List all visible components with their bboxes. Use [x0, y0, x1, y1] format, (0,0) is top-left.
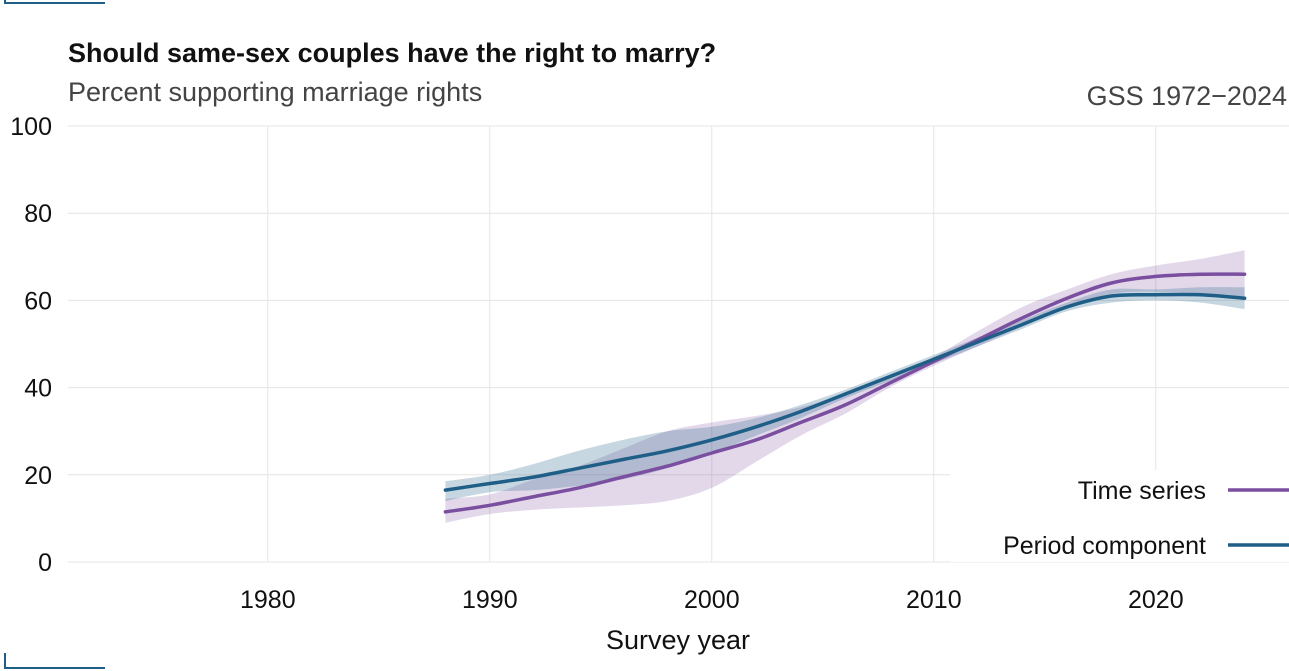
chart-subtitle: Percent supporting marriage rights	[68, 77, 482, 107]
legend: Time series Period component	[1003, 477, 1289, 560]
corner-mark-bottom-left	[4, 653, 105, 669]
x-tick-label: 1990	[462, 586, 518, 614]
y-tick-label: 100	[10, 113, 52, 141]
y-tick-label: 0	[38, 549, 52, 577]
line-time-series	[443, 272, 1247, 514]
legend-item-time-series: Time series	[1078, 477, 1289, 505]
gridlines	[68, 125, 1289, 563]
y-tick-label: 20	[24, 462, 52, 490]
y-tick-label: 60	[24, 287, 52, 315]
line-period-component	[443, 292, 1247, 492]
corner-mark-top-left	[4, 0, 105, 4]
chart-source-note: GSS 1972−2024	[1087, 81, 1287, 111]
x-tick-label: 2010	[906, 586, 962, 614]
y-tick-label: 40	[24, 375, 52, 403]
x-tick-label: 2020	[1128, 586, 1184, 614]
x-tick-label: 2000	[684, 586, 740, 614]
legend-label: Period component	[1003, 532, 1206, 560]
x-axis-ticks: 1980 1990 2000 2010 2020	[240, 586, 1184, 614]
legend-label: Time series	[1078, 477, 1206, 505]
chart-title: Should same-sex couples have the right t…	[68, 38, 716, 68]
x-tick-label: 1980	[240, 586, 296, 614]
y-tick-label: 80	[24, 200, 52, 228]
y-axis-ticks: 0 20 40 60 80 100	[10, 113, 52, 577]
legend-item-period-component: Period component	[1003, 532, 1289, 560]
series-lines	[443, 272, 1247, 514]
x-axis-title: Survey year	[606, 625, 750, 655]
